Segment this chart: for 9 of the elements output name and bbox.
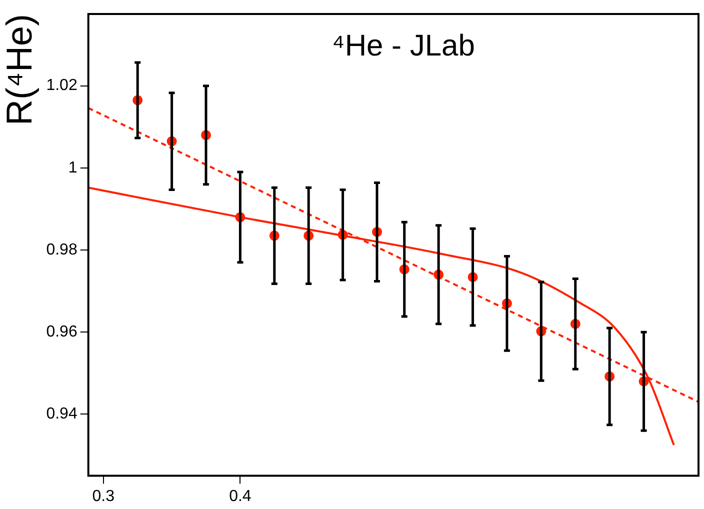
y-tick-label: 1.02 [46,77,78,94]
x-tick-label: 0.4 [229,488,252,505]
text: ⁴He - JLab [332,29,475,62]
x-tick-label: 0.3 [92,488,115,505]
y-tick-label: 0.94 [46,406,78,423]
y-tick-label: 1 [68,159,78,176]
y-axis-title: R(⁴He) [0,14,40,126]
y-tick-label: 0.98 [46,241,78,258]
y-tick-label: 0.96 [46,324,78,341]
